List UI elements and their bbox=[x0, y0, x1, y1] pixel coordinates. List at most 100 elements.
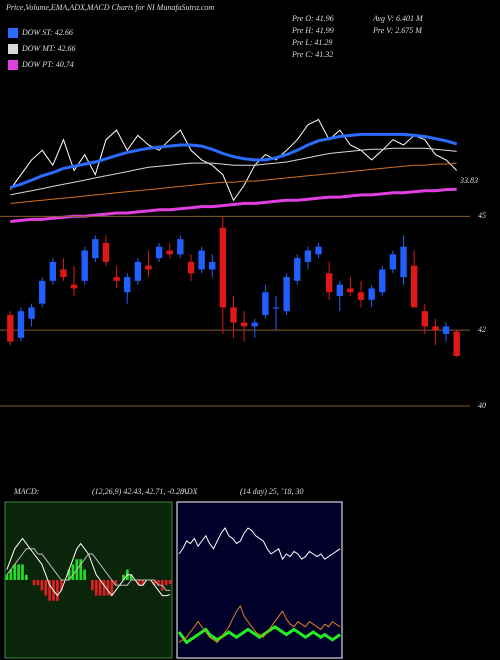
histogram-bar bbox=[13, 564, 17, 580]
candle-body bbox=[113, 277, 120, 281]
histogram-bar bbox=[56, 580, 59, 601]
histogram-bar bbox=[5, 574, 9, 580]
candle-body bbox=[70, 284, 78, 289]
series-line bbox=[10, 147, 457, 196]
legend-swatch bbox=[8, 60, 18, 70]
legend-swatch bbox=[8, 44, 18, 54]
histogram-bar bbox=[17, 564, 20, 580]
histogram-bar bbox=[102, 580, 106, 596]
histogram-bar bbox=[40, 580, 44, 591]
histogram-bar bbox=[59, 580, 63, 591]
annotation: Pre O: 41.96 bbox=[291, 14, 334, 23]
candle-body bbox=[262, 292, 269, 315]
candle-body bbox=[177, 239, 184, 255]
histogram-bar bbox=[157, 580, 160, 586]
histogram-bar bbox=[114, 580, 118, 586]
histogram-bar bbox=[110, 580, 114, 596]
histogram-bar bbox=[141, 580, 145, 586]
candle-body bbox=[28, 307, 35, 319]
candle-body bbox=[272, 307, 280, 309]
histogram-bar bbox=[91, 580, 94, 591]
histogram-bar bbox=[79, 559, 83, 580]
histogram-bar bbox=[71, 564, 75, 580]
annotation: 33.83 bbox=[459, 176, 478, 185]
histogram-bar bbox=[168, 580, 172, 585]
histogram-bar bbox=[21, 564, 24, 580]
histogram-bar bbox=[9, 569, 13, 580]
candle-body bbox=[283, 277, 290, 312]
panel-subtitle: (12,26,9) 42.43, 42.71, -0.28 bbox=[92, 487, 184, 496]
annotation: Pre H: 41.99 bbox=[291, 26, 334, 35]
candle-body bbox=[304, 250, 312, 262]
histogram-bar bbox=[106, 580, 110, 596]
candle-body bbox=[187, 261, 195, 274]
histogram-bar bbox=[36, 580, 40, 586]
annotation: Avg V: 6.401 M bbox=[372, 14, 424, 23]
candle-body bbox=[230, 307, 237, 323]
candle-body bbox=[219, 227, 227, 308]
panel-title: MACD: bbox=[13, 487, 40, 496]
candle-body bbox=[251, 322, 258, 327]
candle-body bbox=[315, 246, 322, 255]
candle-body bbox=[198, 250, 205, 270]
histogram-bar bbox=[122, 574, 125, 580]
y-tick-label: 42 bbox=[478, 325, 486, 334]
series-line bbox=[9, 132, 458, 189]
y-tick-label: 40 bbox=[478, 401, 486, 410]
series-line bbox=[178, 527, 341, 561]
candle-body bbox=[336, 284, 343, 297]
candle-body bbox=[453, 331, 460, 356]
candle-body bbox=[49, 261, 57, 281]
histogram-bar bbox=[153, 580, 156, 586]
candle-body bbox=[124, 277, 131, 293]
histogram-bar bbox=[137, 580, 141, 586]
histogram-bar bbox=[94, 580, 98, 596]
annotation: Pre L: 41.29 bbox=[291, 38, 332, 47]
annotation: Pre C: 41.32 bbox=[291, 50, 333, 59]
legend-label: DOW ST: 42.66 bbox=[21, 28, 73, 37]
histogram-bar bbox=[164, 580, 168, 586]
candle-body bbox=[389, 254, 397, 270]
histogram-bar bbox=[83, 569, 86, 580]
candle-body bbox=[325, 273, 333, 293]
legend-label: DOW MT: 42.66 bbox=[21, 44, 76, 53]
candle-body bbox=[410, 265, 418, 308]
candle-body bbox=[81, 250, 88, 281]
legend-label: DOW PT: 40.74 bbox=[21, 60, 74, 69]
y-tick-label: 45 bbox=[478, 211, 486, 220]
candle-body bbox=[357, 292, 365, 300]
histogram-bar bbox=[32, 580, 36, 586]
candle-body bbox=[17, 311, 25, 338]
candle-body bbox=[39, 280, 46, 304]
legend-swatch bbox=[8, 28, 18, 38]
candle-body bbox=[294, 258, 301, 281]
series-line bbox=[9, 118, 458, 202]
histogram-bar bbox=[25, 574, 28, 580]
candle-body bbox=[155, 246, 163, 259]
candle-body bbox=[209, 261, 216, 270]
series-line bbox=[177, 624, 341, 645]
histogram-bar bbox=[67, 569, 71, 580]
series-line bbox=[178, 604, 341, 644]
series-line bbox=[10, 162, 457, 204]
candle-body bbox=[379, 269, 386, 293]
candle-body bbox=[134, 261, 142, 281]
histogram-bar bbox=[48, 580, 52, 601]
panel-subtitle: (14 day) 25, ˜18, 30 bbox=[240, 487, 304, 496]
candle-body bbox=[60, 269, 67, 278]
annotation: Pre V: 2.675 M bbox=[372, 26, 423, 35]
candle-body bbox=[145, 265, 152, 270]
candle-body bbox=[432, 326, 439, 331]
candle-body bbox=[442, 326, 450, 334]
histogram-bar bbox=[129, 574, 133, 580]
candle-body bbox=[421, 311, 428, 327]
candle-body bbox=[347, 288, 354, 293]
candle-body bbox=[92, 239, 99, 259]
candle-body bbox=[166, 250, 173, 255]
panel-title: ADX bbox=[181, 487, 199, 496]
candle-body bbox=[368, 288, 375, 300]
chart-title: Price,Volume,EMA,ADX,MACD Charts for NI … bbox=[5, 3, 214, 12]
histogram-bar bbox=[98, 580, 102, 596]
